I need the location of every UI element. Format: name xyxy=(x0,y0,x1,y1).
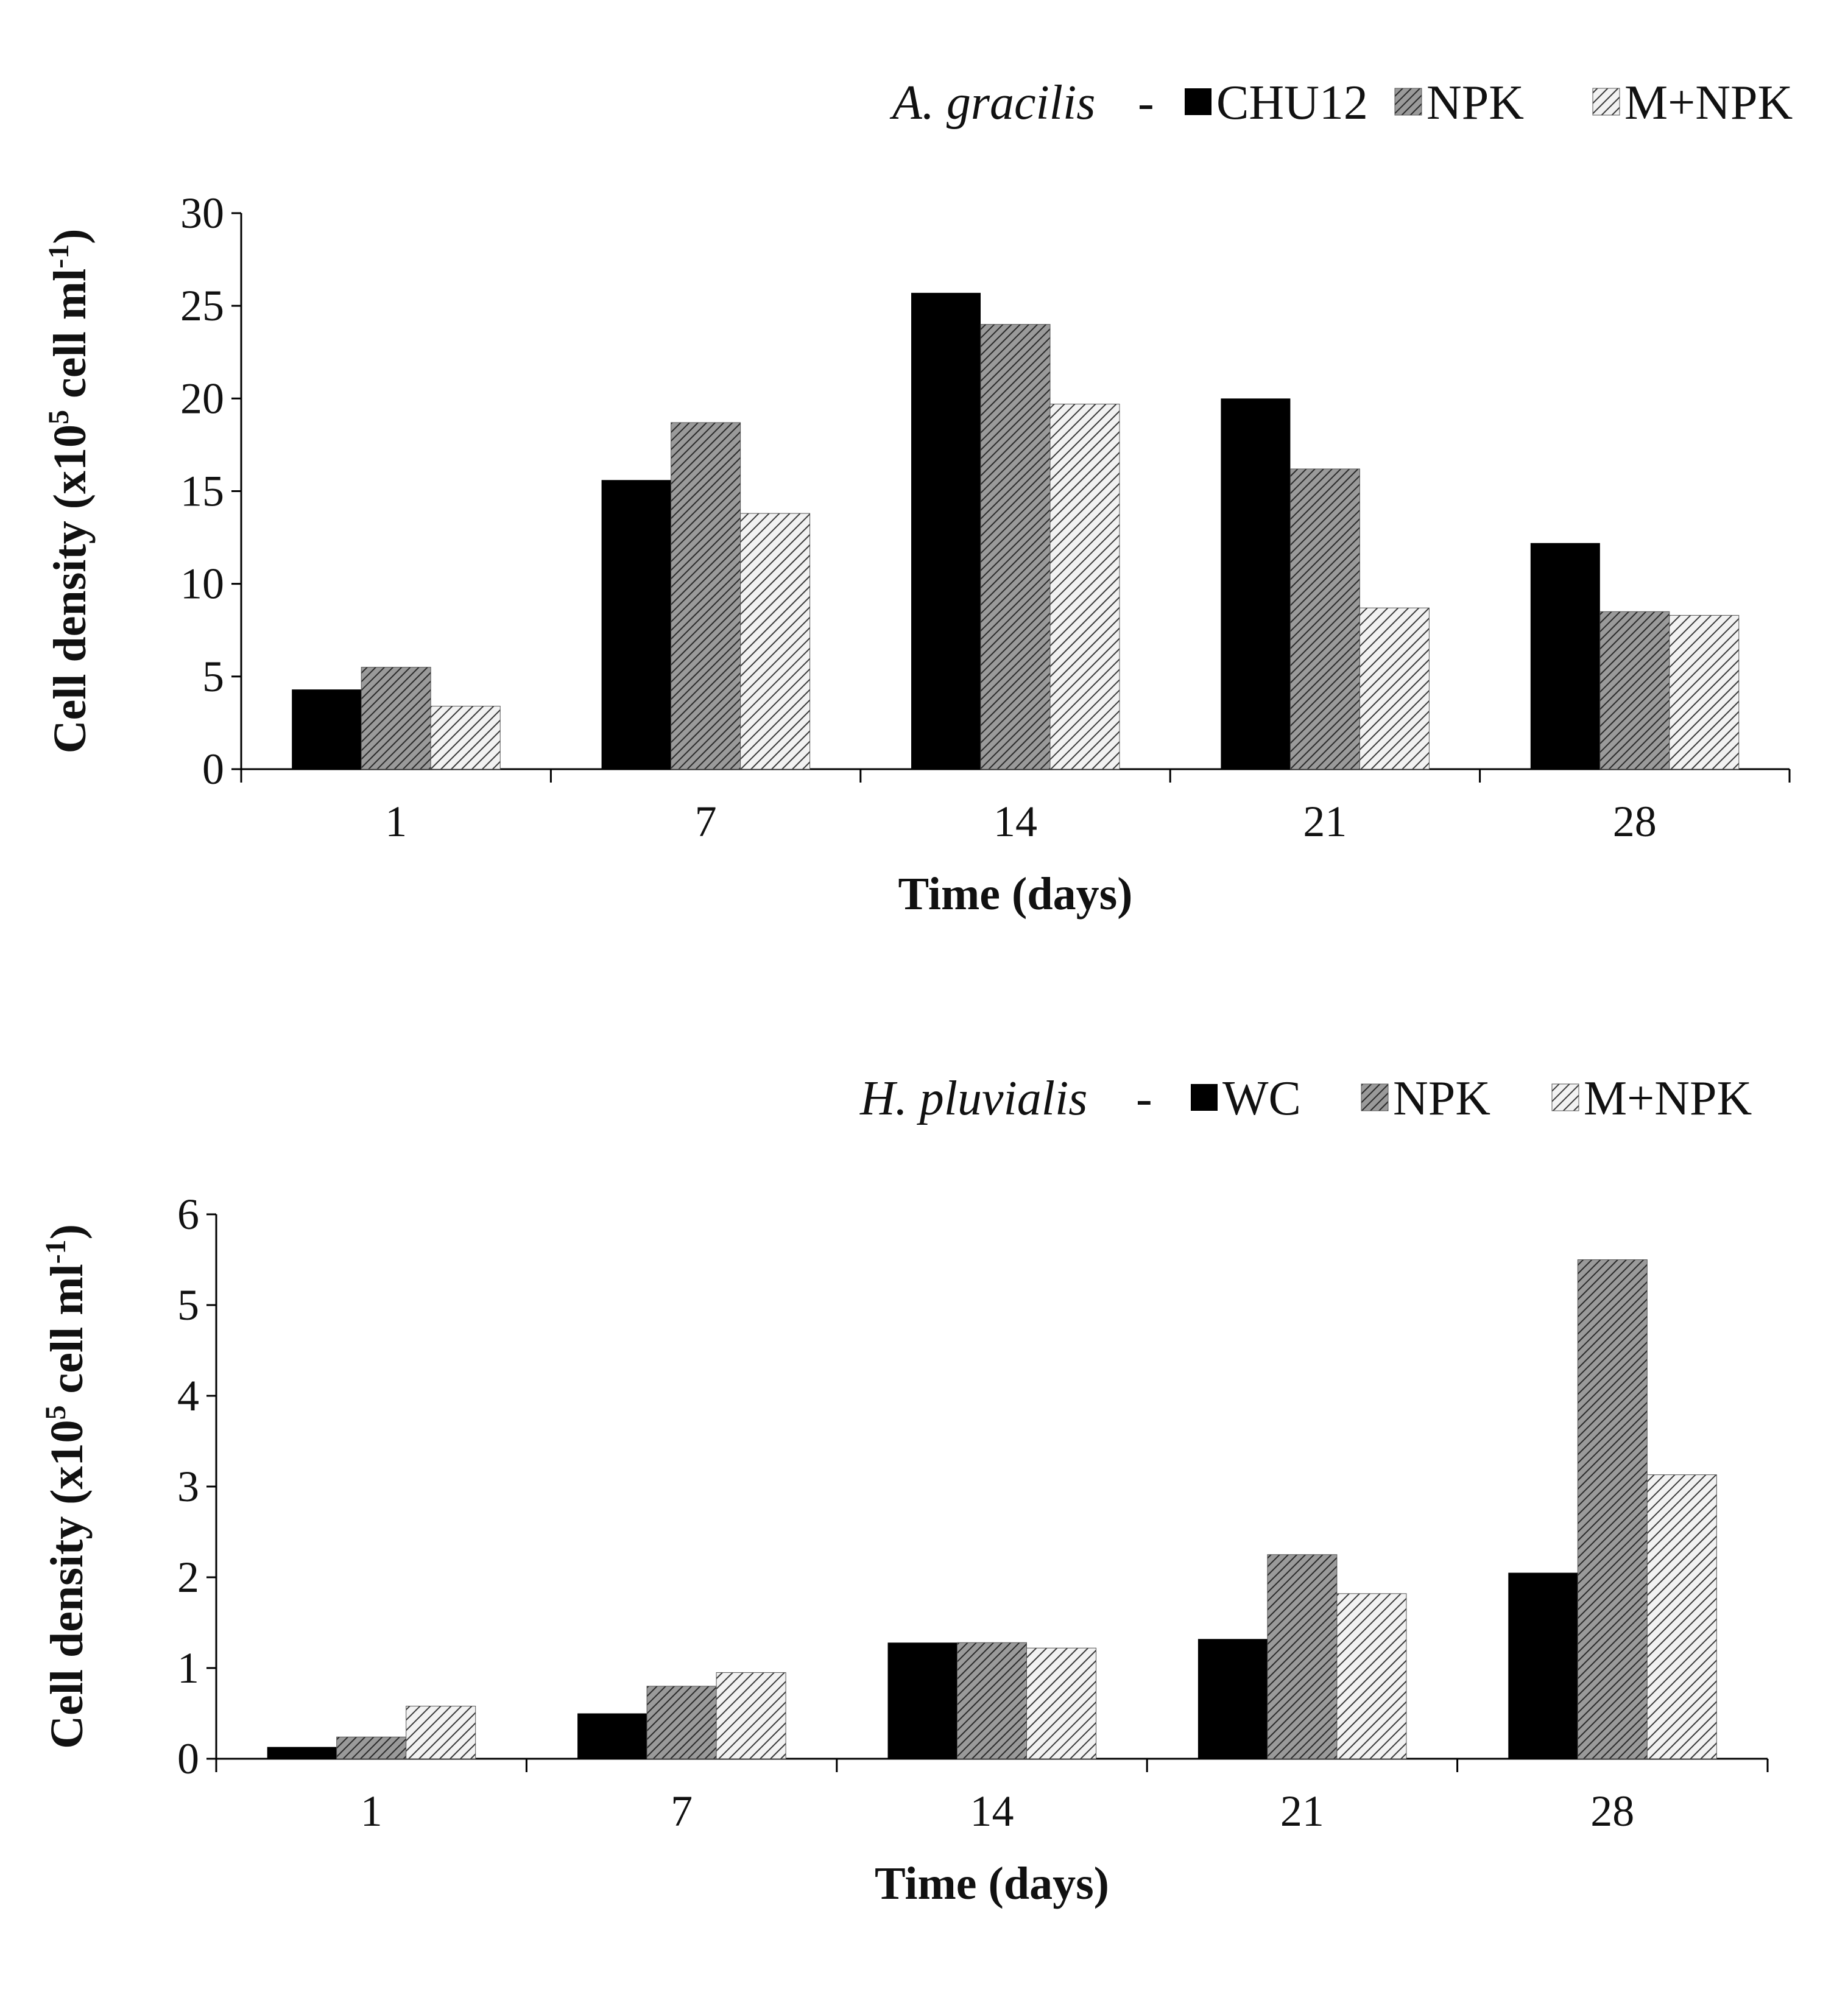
chart-h-pluvialis-bar-wc-day-21 xyxy=(1197,1639,1268,1759)
chart-a-gracilis-legend-swatch-chu12 xyxy=(1185,88,1211,115)
chart-a-gracilis-bar-npk-day-1 xyxy=(361,667,431,770)
chart-a-gracilis-bar-npk-day-7 xyxy=(671,422,741,770)
chart-a-gracilis-bar-npk-day-21 xyxy=(1289,468,1360,770)
chart-h-pluvialis-x-tick-label: 1 xyxy=(361,1787,383,1835)
chart-h-pluvialis-legend-label-wc: WC xyxy=(1222,1072,1301,1125)
chart-a-gracilis-bar-m-npk-day-14 xyxy=(1049,403,1120,770)
chart-h-pluvialis-y-tick-label: 2 xyxy=(177,1553,199,1602)
chart-a-gracilis-bar-npk-day-28 xyxy=(1599,611,1670,770)
chart-a-gracilis-bar-chu12-day-28 xyxy=(1530,543,1600,769)
chart-a-gracilis-bar-m-npk-day-21 xyxy=(1359,607,1430,770)
chart-h-pluvialis-bar-npk-day-1 xyxy=(336,1736,407,1759)
chart-a-gracilis-y-tick-label: 0 xyxy=(202,745,224,794)
chart-h-pluvialis-svg: 0 1 2 3 4 5 6 1 7 14 21 28 Time (days) Cell density (… xyxy=(40,1072,1769,1909)
chart-a-gracilis-bar-m-npk-day-28 xyxy=(1669,614,1740,770)
chart-h-pluvialis-legend-label-m-npk: M+NPK xyxy=(1584,1072,1752,1125)
chart-h-pluvialis-x-tick-label: 14 xyxy=(970,1787,1014,1835)
chart-a-gracilis-legend-label-npk: NPK xyxy=(1427,76,1524,130)
chart-a-gracilis-bar-m-npk-day-7 xyxy=(740,513,811,770)
chart-h-pluvialis-bar-wc-day-14 xyxy=(887,1642,958,1759)
chart-h-pluvialis-y-tick-label: 1 xyxy=(177,1644,199,1692)
chart-h-pluvialis-y-tick-label: 4 xyxy=(177,1371,199,1420)
chart-h-pluvialis-bar-m-npk-day-14 xyxy=(1026,1647,1096,1759)
chart-h-pluvialis-bar-npk-day-28 xyxy=(1577,1259,1648,1759)
chart-a-gracilis-legend-separator: - xyxy=(1138,76,1154,130)
chart-h-pluvialis-legend-swatch-npk xyxy=(1361,1083,1389,1111)
chart-a-gracilis-x-tick-label: 14 xyxy=(993,797,1037,846)
chart-h-pluvialis-bar-m-npk-day-1 xyxy=(406,1706,476,1759)
chart-h-pluvialis-bar-wc-day-28 xyxy=(1508,1572,1578,1759)
chart-h-pluvialis-y-tick-label: 5 xyxy=(177,1281,199,1329)
chart-h-pluvialis-x-axis-title: Time (days) xyxy=(875,1858,1109,1909)
chart-a-gracilis-svg: 0 5 10 15 20 25 30 1 7 14 21 28 Time (days) Cell dens… xyxy=(43,76,1793,920)
chart-h-pluvialis-legend-separator: - xyxy=(1136,1072,1152,1125)
chart-a-gracilis-x-tick-label: 28 xyxy=(1613,797,1657,846)
chart-a-gracilis-x-tick-label: 1 xyxy=(385,797,407,846)
chart-h-pluvialis: 0 1 2 3 4 5 6 1 7 14 21 28 Time (days) Cell density (… xyxy=(0,999,1848,1992)
chart-a-gracilis-y-tick-label: 25 xyxy=(180,281,224,330)
chart-a-gracilis-x-tick-label: 7 xyxy=(695,797,717,846)
chart-a-gracilis-x-tick-label: 21 xyxy=(1303,797,1347,846)
chart-a-gracilis-x-axis-title: Time (days) xyxy=(898,868,1133,920)
chart-a-gracilis-y-axis-title: Cell density (x105 cell ml-1) xyxy=(43,229,96,754)
chart-h-pluvialis-y-tick-label: 6 xyxy=(177,1190,199,1239)
chart-h-pluvialis-bar-npk-day-14 xyxy=(957,1642,1027,1759)
chart-h-pluvialis-y-axis-title: Cell density (x105 cell ml-1) xyxy=(40,1224,93,1749)
chart-a-gracilis-legend: A. gracilis - CHU12 NPK M+NPK xyxy=(889,76,1793,130)
chart-a-gracilis-y-tick-label: 5 xyxy=(202,652,224,701)
chart-a-gracilis-y-tick-label: 15 xyxy=(180,467,224,516)
chart-h-pluvialis-x-tick-label: 28 xyxy=(1590,1787,1634,1835)
chart-a-gracilis: 0 5 10 15 20 25 30 1 7 14 21 28 Time (days) Cell dens… xyxy=(0,0,1848,974)
chart-h-pluvialis-legend-label-npk: NPK xyxy=(1393,1072,1490,1125)
chart-a-gracilis-legend-swatch-npk xyxy=(1394,88,1422,116)
chart-a-gracilis-y-tick-label: 30 xyxy=(180,189,224,238)
chart-h-pluvialis-legend-species: H. pluvialis xyxy=(859,1072,1087,1125)
chart-h-pluvialis-x-tick-label: 21 xyxy=(1280,1787,1324,1835)
chart-h-pluvialis-legend: H. pluvialis - WC NPK M+NPK xyxy=(859,1072,1752,1125)
chart-h-pluvialis-bar-m-npk-day-7 xyxy=(716,1672,786,1759)
chart-a-gracilis-y-tick-label: 10 xyxy=(180,560,224,608)
chart-h-pluvialis-bar-m-npk-day-28 xyxy=(1646,1474,1717,1759)
chart-h-pluvialis-legend-swatch-wc xyxy=(1191,1084,1218,1111)
chart-h-pluvialis-y-tick-label: 3 xyxy=(177,1462,199,1511)
chart-a-gracilis-legend-label-chu12: CHU12 xyxy=(1216,76,1368,130)
chart-a-gracilis-bar-m-npk-day-1 xyxy=(430,706,501,770)
chart-h-pluvialis-bar-m-npk-day-21 xyxy=(1336,1593,1407,1759)
chart-h-pluvialis-bar-npk-day-7 xyxy=(646,1686,717,1759)
chart-h-pluvialis-legend-swatch-m-npk xyxy=(1551,1083,1579,1111)
chart-h-pluvialis-y-tick-label: 0 xyxy=(177,1734,199,1783)
chart-h-pluvialis-bar-wc-day-1 xyxy=(267,1747,337,1759)
chart-a-gracilis-legend-label-m-npk: M+NPK xyxy=(1624,76,1793,130)
chart-a-gracilis-bar-chu12-day-14 xyxy=(911,292,981,769)
chart-a-gracilis-y-tick-label: 20 xyxy=(180,374,224,423)
chart-h-pluvialis-x-tick-label: 7 xyxy=(671,1787,693,1835)
chart-a-gracilis-bar-npk-day-14 xyxy=(980,324,1051,770)
chart-h-pluvialis-bar-npk-day-21 xyxy=(1267,1554,1338,1759)
chart-a-gracilis-bar-chu12-day-7 xyxy=(601,480,671,769)
chart-a-gracilis-bar-chu12-day-21 xyxy=(1221,398,1291,769)
chart-a-gracilis-bar-chu12-day-1 xyxy=(292,689,362,769)
chart-h-pluvialis-bar-wc-day-7 xyxy=(577,1713,647,1759)
chart-a-gracilis-legend-swatch-m-npk xyxy=(1592,88,1620,116)
chart-a-gracilis-legend-species: A. gracilis xyxy=(889,76,1095,130)
